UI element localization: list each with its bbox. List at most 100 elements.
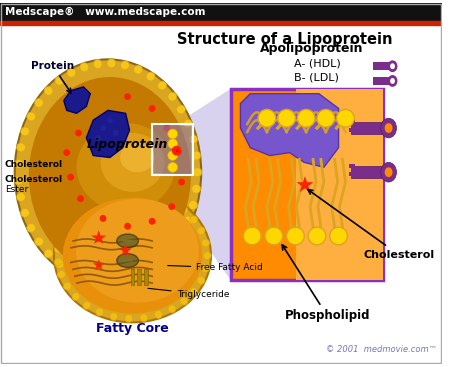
Circle shape [96,308,104,316]
Circle shape [140,314,148,321]
Circle shape [258,109,276,127]
Text: Ester: Ester [5,185,28,194]
Circle shape [176,105,185,114]
Circle shape [67,174,74,181]
Circle shape [58,233,65,241]
Ellipse shape [63,198,202,313]
Text: ★: ★ [118,242,133,260]
Circle shape [168,163,178,172]
Ellipse shape [117,234,138,248]
Circle shape [55,259,64,268]
Text: Lipoprotein: Lipoprotein [87,138,168,151]
Text: Cholesterol: Cholesterol [5,175,63,184]
Circle shape [100,125,106,131]
Ellipse shape [76,199,199,303]
Circle shape [202,264,209,272]
Bar [351,166,386,178]
Circle shape [192,151,201,160]
Circle shape [55,76,64,85]
Bar [296,89,382,280]
Circle shape [72,211,80,219]
Text: Cholesterol: Cholesterol [5,160,63,169]
Bar [152,124,194,175]
Circle shape [175,149,182,156]
Bar [310,89,382,280]
Circle shape [168,139,178,149]
Circle shape [128,240,130,242]
Circle shape [83,202,91,210]
Circle shape [54,246,62,253]
Circle shape [77,195,84,202]
Circle shape [180,297,188,305]
Circle shape [125,259,127,262]
Bar [373,77,392,85]
Circle shape [122,240,125,242]
Bar [378,89,382,280]
Bar [369,89,382,280]
Ellipse shape [385,167,392,177]
Circle shape [176,230,185,239]
Circle shape [163,125,170,131]
Ellipse shape [385,123,392,133]
Circle shape [158,254,166,263]
Circle shape [54,258,62,266]
Circle shape [180,206,188,214]
Circle shape [168,199,176,206]
Text: ★: ★ [294,177,314,197]
Ellipse shape [390,63,395,69]
Text: A- (HDL): A- (HDL) [294,58,341,68]
Bar [0,3,441,21]
Circle shape [148,105,156,112]
Circle shape [148,218,156,225]
Circle shape [83,301,91,309]
Text: Triglyceride: Triglyceride [148,288,229,299]
Circle shape [190,288,198,295]
Circle shape [193,168,202,177]
Ellipse shape [76,123,175,211]
Ellipse shape [390,78,395,84]
Circle shape [75,130,82,137]
Circle shape [58,270,65,278]
Bar [364,89,382,280]
Circle shape [35,237,44,246]
Bar [130,269,135,285]
Circle shape [168,243,177,252]
Text: Phospholipid: Phospholipid [282,245,370,323]
Circle shape [17,193,25,201]
Text: Cholesterol: Cholesterol [308,190,434,259]
Circle shape [287,227,304,245]
Bar [342,89,382,280]
Circle shape [203,252,211,259]
Ellipse shape [120,143,154,172]
Bar [137,269,141,285]
Circle shape [330,227,347,245]
Circle shape [168,129,178,139]
Text: Protein: Protein [32,61,75,93]
Circle shape [203,252,211,259]
Circle shape [93,276,102,285]
Bar [154,126,191,173]
Circle shape [168,150,178,160]
Bar [301,89,382,280]
Text: Apolipoprotein: Apolipoprotein [260,41,364,55]
Circle shape [297,109,315,127]
Circle shape [124,223,131,230]
Bar [349,128,355,132]
Circle shape [126,259,129,262]
Circle shape [80,63,89,72]
Circle shape [121,61,129,70]
Bar [351,122,386,134]
Circle shape [189,201,198,210]
Circle shape [130,240,133,242]
Circle shape [265,227,283,245]
Circle shape [337,109,354,127]
Bar [333,89,382,280]
Circle shape [178,179,185,185]
Ellipse shape [117,254,138,268]
Text: Fatty Core: Fatty Core [96,322,169,335]
Circle shape [14,176,23,185]
Circle shape [80,273,89,281]
Bar [314,89,382,280]
Polygon shape [64,87,90,113]
Bar [360,89,382,280]
